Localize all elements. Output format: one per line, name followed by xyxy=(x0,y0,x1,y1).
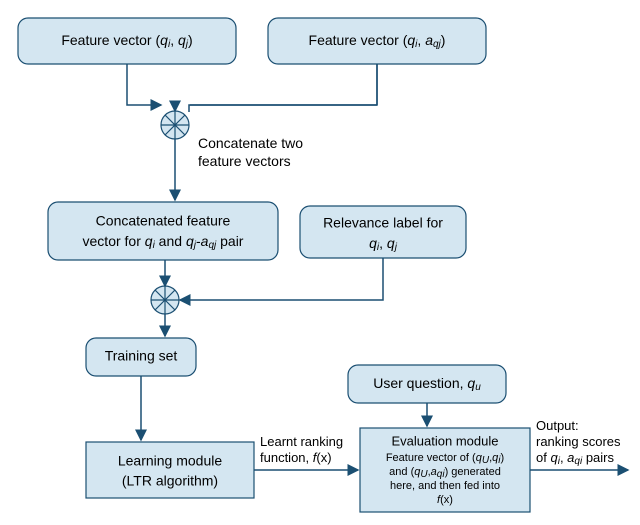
svg-text:Feature vector of (qU,qi): Feature vector of (qU,qi) xyxy=(386,452,504,466)
learnt-caption-line1: Learnt ranking xyxy=(260,434,343,449)
node-training-set: Training set xyxy=(86,338,196,376)
edge-relevance-to-sum2 xyxy=(180,258,383,300)
svg-text:Training set: Training set xyxy=(105,348,178,364)
sum-icon-1 xyxy=(161,111,189,139)
svg-text:qi, qj: qi, qj xyxy=(369,235,398,253)
svg-text:(LTR algorithm): (LTR algorithm) xyxy=(122,473,218,489)
node-learning-module: Learning module (LTR algorithm) xyxy=(86,442,254,498)
svg-text:Feature vector (qi, aqj): Feature vector (qi, aqj) xyxy=(309,32,446,50)
output-caption-line1: Output: xyxy=(536,418,579,433)
output-caption-line2: ranking scores xyxy=(536,434,621,449)
svg-text:f(x): f(x) xyxy=(437,494,453,506)
node-feature-vector-qq: Feature vector (qi, qj) xyxy=(18,18,236,64)
svg-text:Concatenated feature: Concatenated feature xyxy=(96,213,231,229)
output-caption-line3: of qi, aqi pairs xyxy=(536,450,614,467)
learnt-caption-line2: function, f(x) xyxy=(260,450,332,465)
sum-icon-2 xyxy=(151,286,179,314)
svg-text:Learning module: Learning module xyxy=(118,453,223,469)
fv-qq-pre: Feature vector ( xyxy=(61,32,160,48)
concat-caption-line1: Concatenate two xyxy=(198,135,303,151)
node-relevance-label: Relevance label for qi, qj xyxy=(300,206,466,258)
node-feature-vector-qa: Feature vector (qi, aqj) xyxy=(268,18,486,64)
svg-text:vector for qi and qj-aqj pair: vector for qi and qj-aqj pair xyxy=(83,233,244,251)
svg-text:Relevance label for: Relevance label for xyxy=(323,215,443,231)
concat-caption-line2: feature vectors xyxy=(198,153,291,169)
node-evaluation-module: Evaluation module Feature vector of (qU,… xyxy=(360,428,530,512)
svg-text:User question, qu: User question, qu xyxy=(373,375,481,393)
svg-text:Feature vector (qi, qj): Feature vector (qi, qj) xyxy=(61,32,192,50)
svg-text:Evaluation module: Evaluation module xyxy=(392,433,499,448)
node-concat-feature-vector: Concatenated feature vector for qi and q… xyxy=(48,202,278,260)
svg-text:here, and then fed into: here, and then fed into xyxy=(390,480,500,492)
node-user-question: User question, qu xyxy=(348,365,506,403)
svg-text:and (qU,aqi) generated: and (qU,aqi) generated xyxy=(389,466,501,480)
edge-fvqq-to-sum1 xyxy=(127,64,161,105)
